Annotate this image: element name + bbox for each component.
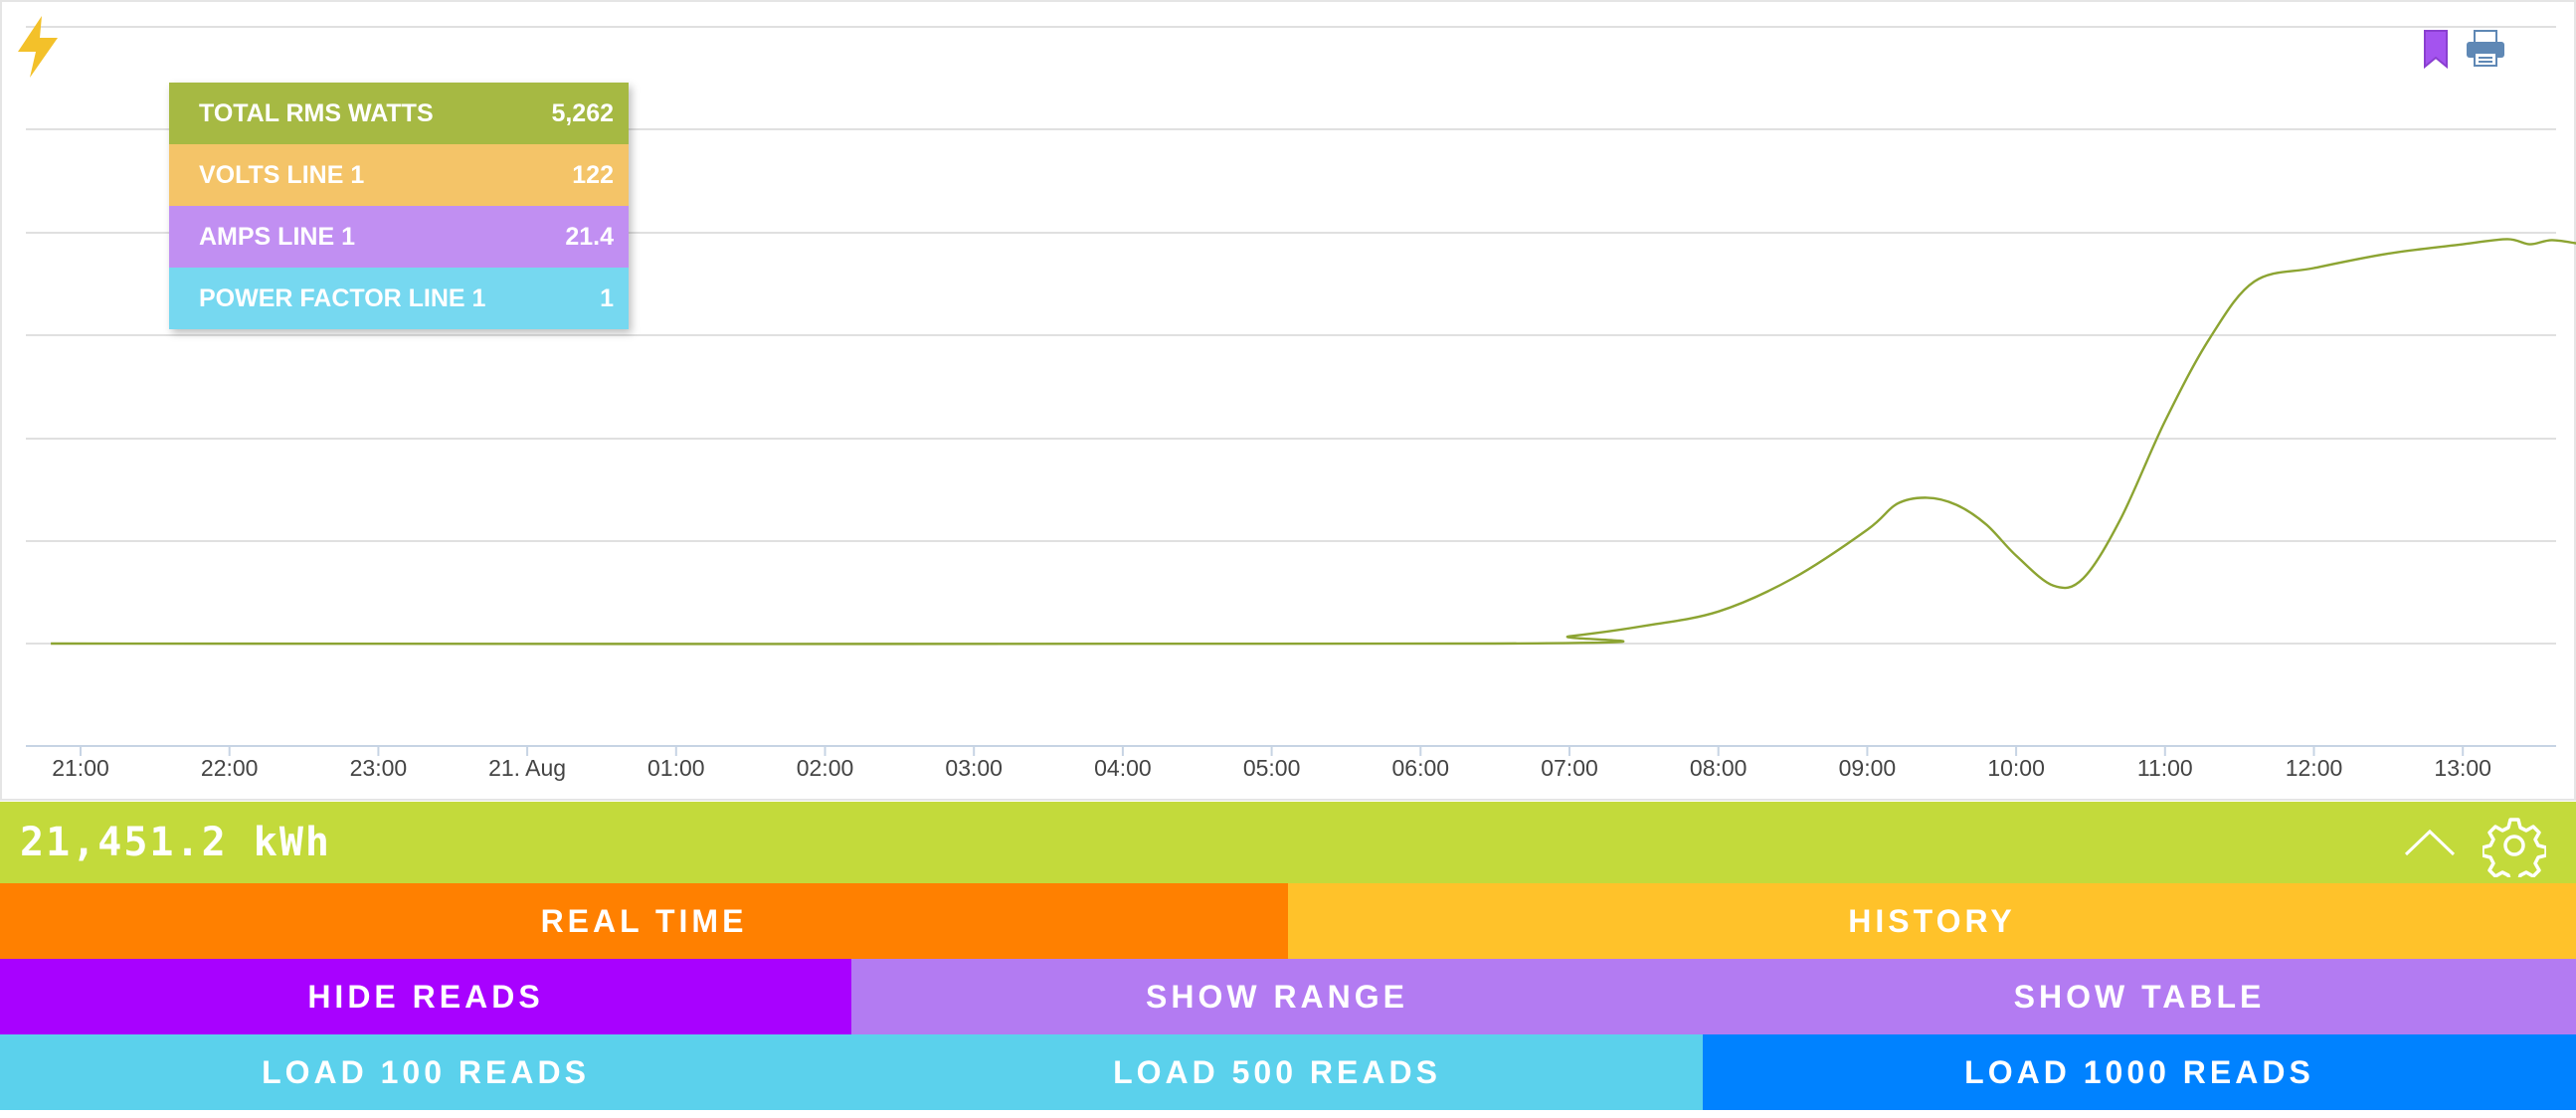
total-energy-value: 21,451.2 kWh	[20, 820, 331, 865]
total-rms-watts-line	[51, 238, 2576, 646]
bookmark-icon[interactable]	[2419, 28, 2453, 70]
x-tick-label: 05:00	[1243, 755, 1301, 781]
x-tick-label: 09:00	[1839, 755, 1897, 781]
x-tick-label: 21:00	[52, 755, 109, 781]
tooltip-label: VOLTS LINE 1	[199, 160, 365, 189]
x-tick-label: 11:00	[2137, 755, 2193, 781]
view-button-row: HIDE READS SHOW RANGE SHOW TABLE	[0, 959, 2576, 1034]
tooltip-row-amps: AMPS LINE 1 21.4	[169, 206, 629, 268]
tooltip-label: POWER FACTOR LINE 1	[199, 283, 486, 312]
show-table-button[interactable]: SHOW TABLE	[1703, 959, 2576, 1034]
tooltip-label: TOTAL RMS WATTS	[199, 98, 434, 127]
x-tick-label: 03:00	[945, 755, 1003, 781]
hide-reads-button[interactable]: HIDE READS	[0, 959, 851, 1034]
x-tick-label: 13:00	[2434, 755, 2491, 781]
history-button[interactable]: HISTORY	[1288, 883, 2576, 959]
show-range-button[interactable]: SHOW RANGE	[851, 959, 1703, 1034]
x-tick-label: 21. Aug	[488, 755, 566, 781]
reading-tooltip: TOTAL RMS WATTS 5,262 VOLTS LINE 1 122 A…	[169, 83, 629, 329]
x-tick-label: 12:00	[2286, 755, 2343, 781]
tooltip-label: AMPS LINE 1	[199, 222, 355, 251]
x-tick-label: 02:00	[797, 755, 854, 781]
x-tick-label: 07:00	[1541, 755, 1598, 781]
real-time-button[interactable]: REAL TIME	[0, 883, 1288, 959]
power-chart: 21:00 22:00 23:00 21. Aug 01:00 02:00 03:00 04:…	[26, 26, 2576, 781]
load-500-reads-button[interactable]: LOAD 500 READS	[851, 1034, 1703, 1110]
lightning-bolt-icon	[18, 16, 58, 78]
mode-button-row: REAL TIME HISTORY	[0, 883, 2576, 959]
load-100-reads-button[interactable]: LOAD 100 READS	[0, 1034, 851, 1110]
x-tick-label: 01:00	[647, 755, 705, 781]
x-tick-label: 23:00	[350, 755, 408, 781]
tooltip-value: 122	[572, 160, 614, 189]
x-tick-label: 08:00	[1690, 755, 1748, 781]
x-tick-label: 04:00	[1094, 755, 1152, 781]
tooltip-row-total-watts: TOTAL RMS WATTS 5,262	[169, 83, 629, 144]
load-1000-reads-button[interactable]: LOAD 1000 READS	[1703, 1034, 2576, 1110]
tooltip-value: 21.4	[565, 222, 614, 251]
load-button-row: LOAD 100 READS LOAD 500 READS LOAD 1000 …	[0, 1034, 2576, 1110]
tooltip-row-power-factor: POWER FACTOR LINE 1 1	[169, 268, 629, 329]
x-tick-label: 22:00	[201, 755, 259, 781]
printer-icon[interactable]	[2464, 29, 2507, 69]
tooltip-value: 5,262	[551, 98, 614, 127]
tooltip-value: 1	[600, 283, 614, 312]
gear-icon[interactable]	[2483, 814, 2546, 877]
chart-panel: 21:00 22:00 23:00 21. Aug 01:00 02:00 03:00 04:…	[0, 0, 2576, 801]
chevron-up-icon[interactable]	[2403, 824, 2457, 859]
tooltip-row-volts: VOLTS LINE 1 122	[169, 144, 629, 206]
x-tick-label: 10:00	[1987, 755, 2045, 781]
total-energy-bar: 21,451.2 kWh	[0, 802, 2576, 883]
x-tick-label: 06:00	[1392, 755, 1450, 781]
